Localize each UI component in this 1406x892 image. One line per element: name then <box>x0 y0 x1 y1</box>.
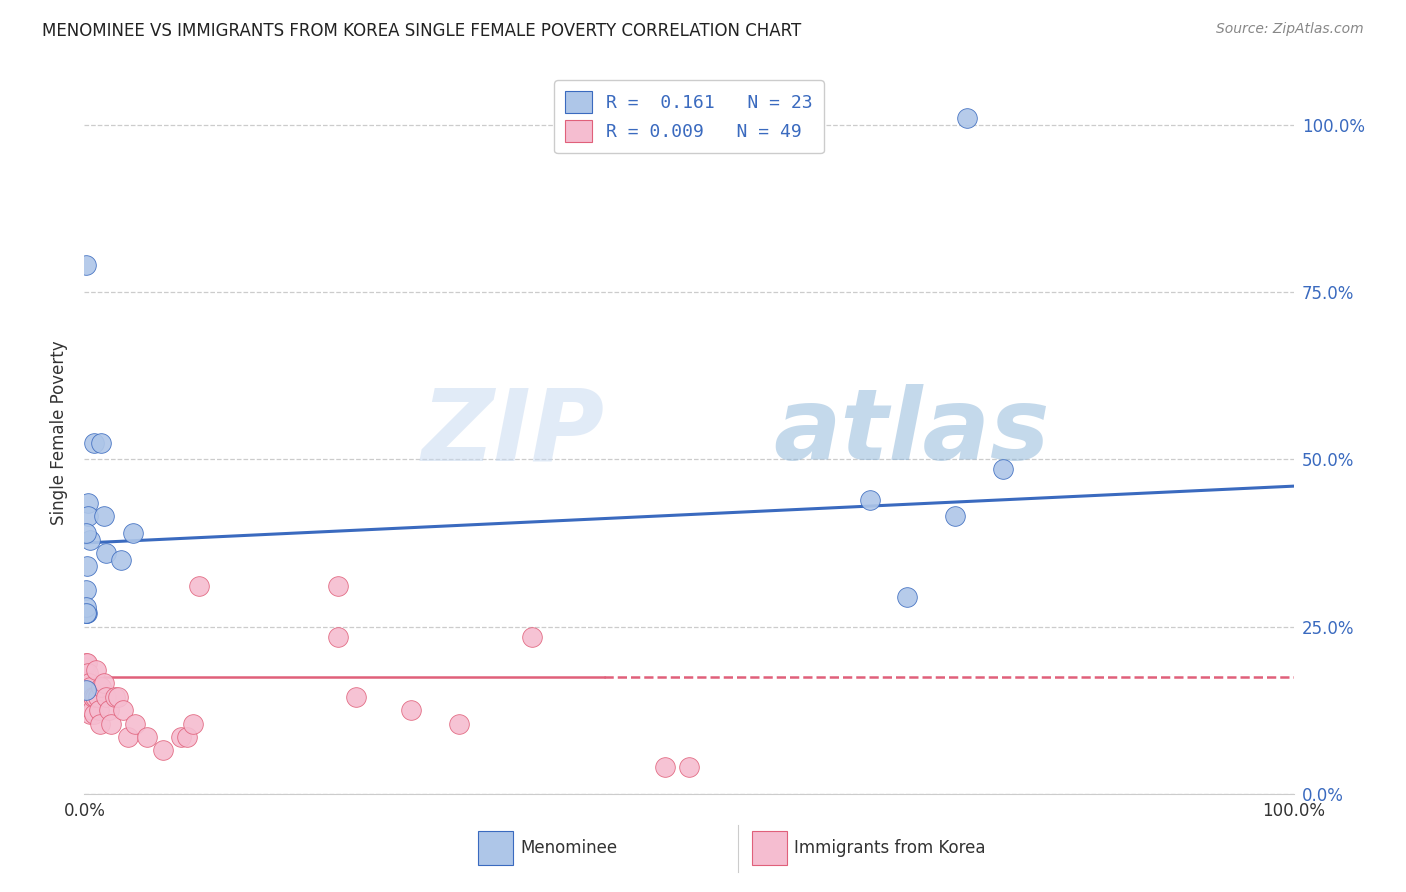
Point <box>77 496 100 510</box>
Point <box>89 716 111 731</box>
Point <box>90 435 112 450</box>
Point <box>346 690 368 704</box>
Point <box>75 582 97 597</box>
Point <box>73 680 96 694</box>
Point <box>112 703 135 717</box>
Point <box>77 690 100 704</box>
Point <box>678 760 700 774</box>
Point <box>87 703 110 717</box>
Point <box>328 580 350 594</box>
Text: Immigrants from Korea: Immigrants from Korea <box>794 839 986 857</box>
Point <box>75 683 97 698</box>
Point <box>77 509 100 524</box>
Point <box>956 112 979 126</box>
Point <box>328 630 350 644</box>
Text: MENOMINEE VS IMMIGRANTS FROM KOREA SINGLE FEMALE POVERTY CORRELATION CHART: MENOMINEE VS IMMIGRANTS FROM KOREA SINGL… <box>42 22 801 40</box>
Point <box>97 703 120 717</box>
Point <box>84 690 107 704</box>
Point <box>449 716 471 731</box>
Point <box>75 657 97 671</box>
Point <box>77 683 100 698</box>
Point <box>76 657 98 671</box>
Point <box>90 680 112 694</box>
Point <box>896 590 918 604</box>
Point <box>121 526 143 541</box>
Point <box>77 683 100 698</box>
Point <box>152 743 174 757</box>
Text: atlas: atlas <box>773 384 1050 481</box>
Point <box>86 663 108 677</box>
Point <box>93 509 115 524</box>
Point <box>124 716 146 731</box>
Point <box>117 730 139 744</box>
Point <box>86 690 108 704</box>
Y-axis label: Single Female Poverty: Single Female Poverty <box>51 341 69 524</box>
Point <box>79 533 101 547</box>
Point <box>76 559 98 574</box>
Point <box>75 607 97 621</box>
Point <box>73 660 96 674</box>
Point <box>77 676 100 690</box>
Point <box>79 680 101 694</box>
Point <box>75 607 97 621</box>
Point <box>654 760 676 774</box>
Point <box>77 690 100 704</box>
Point <box>181 716 204 731</box>
Point <box>83 435 105 450</box>
Point <box>93 676 115 690</box>
Text: Menominee: Menominee <box>520 839 617 857</box>
Point <box>188 580 211 594</box>
Point <box>94 690 117 704</box>
Point <box>104 690 127 704</box>
Point <box>77 666 100 681</box>
Point <box>110 553 132 567</box>
Point <box>73 673 96 688</box>
Point <box>77 693 100 707</box>
Point <box>94 546 117 560</box>
Point <box>100 716 122 731</box>
Point <box>82 690 104 704</box>
Point <box>399 703 422 717</box>
Point <box>75 259 97 273</box>
Point <box>75 683 97 698</box>
Point <box>170 730 193 744</box>
Point <box>75 526 97 541</box>
Point <box>75 599 97 614</box>
Point <box>859 492 882 507</box>
Legend: R =  0.161   N = 23, R = 0.009   N = 49: R = 0.161 N = 23, R = 0.009 N = 49 <box>554 80 824 153</box>
Point <box>136 730 159 744</box>
Point <box>80 703 103 717</box>
Point <box>176 730 198 744</box>
Point <box>107 690 129 704</box>
Point <box>520 630 543 644</box>
Point <box>76 607 98 621</box>
Point <box>943 509 966 524</box>
Text: Source: ZipAtlas.com: Source: ZipAtlas.com <box>1216 22 1364 37</box>
Point <box>993 462 1015 476</box>
Point <box>76 690 98 704</box>
Point <box>83 706 105 721</box>
Text: ZIP: ZIP <box>422 384 605 481</box>
Point <box>79 706 101 721</box>
Point <box>75 666 97 681</box>
